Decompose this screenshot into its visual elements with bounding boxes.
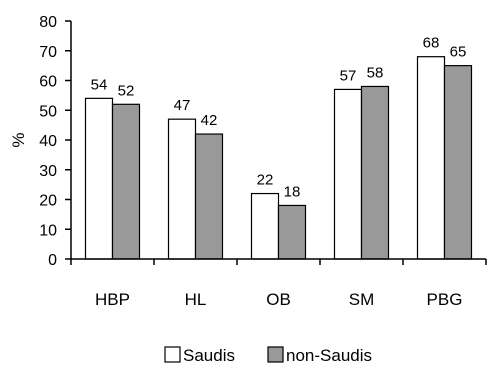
data-label: 57 <box>340 67 357 84</box>
x-tick-label: HBP <box>95 290 130 309</box>
y-tick-label: 70 <box>39 44 57 61</box>
y-tick-label: 80 <box>39 14 57 31</box>
data-label: 65 <box>450 44 467 61</box>
y-tick-label: 30 <box>39 163 57 180</box>
data-label: 47 <box>174 97 191 114</box>
data-label: 58 <box>367 64 384 81</box>
legend: Saudis non-Saudis <box>164 346 372 365</box>
bar-non-saudis <box>277 204 307 260</box>
y-axis-title: % <box>9 132 28 147</box>
data-label: 68 <box>423 35 440 52</box>
y-tick-label: 10 <box>39 222 57 239</box>
legend-label: Saudis <box>183 346 235 365</box>
legend-swatch <box>267 346 284 363</box>
x-tick-label: HL <box>185 290 207 309</box>
legend-swatch <box>164 346 181 363</box>
data-label: 54 <box>91 76 108 93</box>
x-tick-label: SM <box>349 290 375 309</box>
data-label: 22 <box>257 172 274 189</box>
bar-non-saudis <box>443 65 473 260</box>
y-axis: 0 10 20 30 40 50 60 70 80 <box>39 14 72 269</box>
bars <box>84 56 473 260</box>
data-label: 42 <box>201 112 218 129</box>
x-tick-label: OB <box>266 290 291 309</box>
bar-saudis <box>84 97 114 260</box>
bar-non-saudis <box>194 133 224 260</box>
bar-saudis <box>333 88 363 260</box>
y-tick-label: 60 <box>39 74 57 91</box>
bar-non-saudis <box>360 85 390 260</box>
data-label: 52 <box>118 82 135 99</box>
x-tick-label: PBG <box>427 290 463 309</box>
bar-non-saudis <box>111 103 141 260</box>
bar-saudis <box>250 192 280 260</box>
legend-label: non-Saudis <box>286 346 372 365</box>
bar-saudis <box>167 118 197 260</box>
y-tick-label: 20 <box>39 193 57 210</box>
y-tick-label: 40 <box>39 133 57 150</box>
x-axis: HBP HL OB SM PBG <box>70 258 487 309</box>
data-label: 18 <box>284 183 301 200</box>
bar-saudis <box>416 56 446 260</box>
data-labels: 54 52 47 42 22 18 57 58 68 65 <box>91 35 467 201</box>
y-tick-label: 0 <box>48 252 57 269</box>
y-tick-label: 50 <box>39 103 57 120</box>
